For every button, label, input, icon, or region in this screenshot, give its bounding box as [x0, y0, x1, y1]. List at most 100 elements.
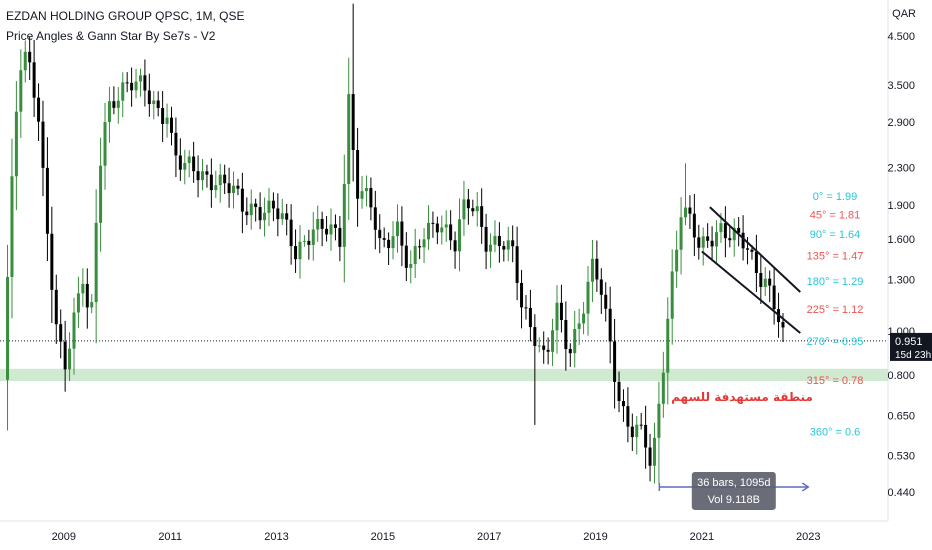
candle[interactable] — [347, 57, 351, 221]
candle[interactable] — [568, 343, 572, 367]
candle[interactable] — [10, 138, 14, 319]
candle[interactable] — [298, 225, 302, 279]
candle[interactable] — [316, 205, 320, 242]
candle[interactable] — [489, 233, 493, 268]
candle[interactable] — [360, 175, 364, 209]
candle[interactable] — [378, 214, 382, 254]
candle[interactable] — [515, 226, 519, 301]
candle[interactable] — [462, 181, 466, 236]
candle[interactable] — [302, 235, 306, 247]
candle[interactable] — [45, 137, 49, 262]
candle[interactable] — [85, 268, 89, 329]
candle[interactable] — [675, 230, 679, 288]
candle[interactable] — [28, 36, 32, 81]
candle[interactable] — [595, 240, 599, 292]
candle[interactable] — [715, 220, 719, 263]
candle[interactable] — [364, 175, 368, 207]
candle[interactable] — [564, 301, 568, 371]
candle[interactable] — [737, 217, 741, 247]
candle[interactable] — [161, 91, 165, 142]
candle[interactable] — [520, 269, 524, 329]
candle[interactable] — [542, 331, 546, 364]
candle[interactable] — [201, 159, 205, 191]
candle[interactable] — [271, 192, 275, 222]
candle[interactable] — [480, 188, 484, 244]
candle[interactable] — [458, 198, 462, 272]
candle[interactable] — [240, 172, 244, 234]
candle[interactable] — [152, 91, 156, 120]
candle[interactable] — [413, 228, 417, 278]
candle[interactable] — [692, 193, 696, 257]
candle[interactable] — [493, 220, 497, 253]
candle[interactable] — [466, 188, 470, 225]
candle[interactable] — [333, 214, 337, 241]
candle[interactable] — [395, 204, 399, 253]
candle[interactable] — [165, 103, 169, 138]
candle[interactable] — [14, 81, 18, 211]
candle[interactable] — [294, 229, 298, 273]
candle[interactable] — [32, 39, 36, 117]
candle[interactable] — [648, 433, 652, 482]
candle[interactable] — [37, 83, 41, 141]
candle[interactable] — [484, 213, 488, 270]
candle[interactable] — [652, 422, 656, 484]
candle[interactable] — [178, 138, 182, 181]
candle[interactable] — [249, 189, 253, 230]
candle[interactable] — [147, 73, 151, 117]
candle[interactable] — [453, 231, 457, 269]
candle[interactable] — [409, 250, 413, 284]
candle[interactable] — [604, 282, 608, 322]
candle[interactable] — [426, 205, 430, 250]
candle[interactable] — [99, 137, 103, 252]
candle[interactable] — [621, 389, 625, 422]
candle[interactable] — [533, 314, 537, 425]
candle[interactable] — [440, 215, 444, 245]
candle[interactable] — [706, 223, 710, 248]
candle[interactable] — [143, 59, 147, 107]
candle[interactable] — [254, 198, 258, 222]
candle[interactable] — [683, 163, 687, 226]
candle[interactable] — [475, 191, 479, 227]
candle[interactable] — [546, 337, 550, 365]
candle[interactable] — [537, 337, 541, 353]
candle[interactable] — [759, 255, 763, 304]
candle[interactable] — [205, 164, 209, 188]
candle[interactable] — [258, 192, 262, 230]
candle[interactable] — [245, 197, 249, 226]
candle[interactable] — [763, 267, 767, 297]
candle[interactable] — [422, 228, 426, 264]
candle[interactable] — [710, 226, 714, 262]
candle[interactable] — [116, 87, 120, 124]
candle[interactable] — [449, 210, 453, 250]
candle[interactable] — [586, 266, 590, 336]
candle[interactable] — [404, 232, 408, 282]
candle[interactable] — [732, 218, 736, 257]
candle[interactable] — [192, 141, 196, 183]
candle[interactable] — [701, 227, 705, 266]
candle[interactable] — [81, 268, 85, 307]
candle[interactable] — [768, 270, 772, 302]
candle[interactable] — [196, 155, 200, 198]
candle[interactable] — [577, 308, 581, 346]
candle[interactable] — [551, 318, 555, 367]
candle[interactable] — [19, 49, 23, 138]
candle[interactable] — [50, 206, 54, 324]
candle[interactable] — [112, 86, 116, 115]
candle[interactable] — [661, 351, 665, 418]
candle[interactable] — [391, 221, 395, 260]
candle[interactable] — [103, 102, 107, 190]
candle[interactable] — [342, 154, 346, 283]
candle[interactable] — [338, 215, 342, 262]
candle[interactable] — [679, 197, 683, 275]
candle[interactable] — [528, 289, 532, 342]
candle[interactable] — [236, 178, 240, 196]
candle[interactable] — [311, 211, 315, 261]
candle[interactable] — [639, 412, 643, 430]
candle[interactable] — [590, 239, 594, 303]
candle[interactable] — [209, 158, 213, 208]
candle[interactable] — [267, 187, 271, 227]
candle[interactable] — [263, 197, 267, 237]
candle[interactable] — [635, 416, 639, 455]
candle[interactable] — [90, 294, 94, 314]
candle[interactable] — [187, 150, 191, 178]
